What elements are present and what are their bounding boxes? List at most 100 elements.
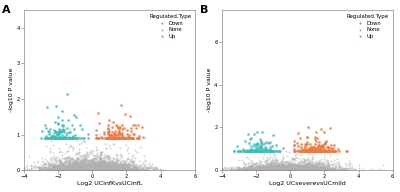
Point: [126, 168, 133, 171]
Point: [88, 167, 95, 170]
Point: [278, 167, 285, 170]
Point: [106, 156, 112, 159]
Point: [244, 167, 251, 170]
Point: [106, 168, 113, 171]
Point: [308, 168, 315, 171]
Point: [317, 166, 323, 169]
Point: [252, 169, 258, 172]
Point: [104, 156, 110, 159]
Point: [125, 134, 131, 137]
Point: [299, 166, 306, 170]
Point: [302, 145, 308, 148]
Point: [113, 165, 119, 168]
Point: [71, 167, 78, 170]
Point: [110, 169, 116, 172]
Point: [146, 161, 152, 164]
Point: [74, 169, 80, 172]
Point: [269, 168, 275, 171]
Point: [66, 156, 73, 159]
Point: [264, 168, 271, 171]
Point: [314, 162, 320, 165]
Point: [90, 168, 97, 171]
Point: [315, 149, 321, 152]
Point: [254, 168, 261, 171]
Point: [266, 168, 272, 171]
Point: [278, 168, 285, 171]
Point: [313, 168, 319, 171]
Point: [296, 164, 302, 167]
Point: [103, 166, 109, 169]
Point: [105, 168, 112, 171]
Point: [239, 167, 246, 170]
Point: [319, 166, 325, 170]
Point: [261, 147, 268, 150]
Point: [256, 166, 263, 169]
Point: [268, 164, 274, 167]
Point: [86, 167, 92, 170]
Point: [98, 137, 105, 140]
Point: [79, 167, 86, 170]
Point: [88, 168, 94, 171]
Point: [124, 166, 130, 169]
Point: [322, 149, 328, 152]
Point: [280, 168, 287, 171]
Point: [108, 168, 114, 171]
Point: [126, 133, 132, 137]
Point: [94, 168, 100, 171]
Point: [96, 159, 102, 162]
Point: [258, 165, 265, 168]
Point: [54, 166, 60, 169]
Point: [264, 166, 271, 169]
Point: [80, 167, 87, 170]
Point: [339, 167, 346, 170]
Point: [80, 168, 87, 171]
Point: [72, 168, 78, 171]
Point: [266, 167, 273, 170]
Point: [64, 150, 70, 153]
Point: [65, 169, 71, 172]
Point: [312, 167, 318, 170]
Point: [56, 137, 62, 140]
Point: [89, 167, 96, 170]
Point: [99, 164, 105, 167]
Point: [273, 168, 279, 171]
Point: [103, 166, 109, 169]
Point: [290, 167, 296, 170]
Point: [76, 168, 82, 171]
Point: [298, 167, 304, 170]
Point: [274, 167, 280, 170]
Point: [110, 167, 116, 170]
Point: [292, 165, 298, 168]
Point: [87, 169, 93, 172]
Point: [106, 118, 112, 121]
Point: [310, 168, 316, 171]
Point: [296, 167, 303, 170]
Point: [289, 168, 295, 171]
Point: [66, 167, 72, 170]
Point: [323, 167, 330, 170]
Point: [339, 168, 346, 171]
Point: [280, 168, 286, 171]
Point: [266, 169, 272, 172]
Point: [287, 167, 294, 170]
Point: [306, 169, 313, 172]
Point: [298, 167, 304, 170]
Point: [295, 168, 301, 171]
Point: [300, 168, 306, 171]
Point: [281, 168, 287, 171]
Point: [307, 149, 313, 152]
Point: [108, 163, 115, 166]
Point: [266, 148, 272, 151]
Point: [243, 155, 250, 158]
Point: [292, 168, 298, 171]
Point: [302, 169, 308, 172]
Point: [274, 162, 281, 165]
Point: [99, 162, 106, 166]
Point: [288, 169, 294, 172]
Point: [249, 168, 255, 171]
Point: [90, 162, 96, 166]
Point: [270, 169, 276, 172]
Point: [82, 165, 88, 168]
Point: [301, 163, 307, 166]
Point: [91, 164, 98, 167]
